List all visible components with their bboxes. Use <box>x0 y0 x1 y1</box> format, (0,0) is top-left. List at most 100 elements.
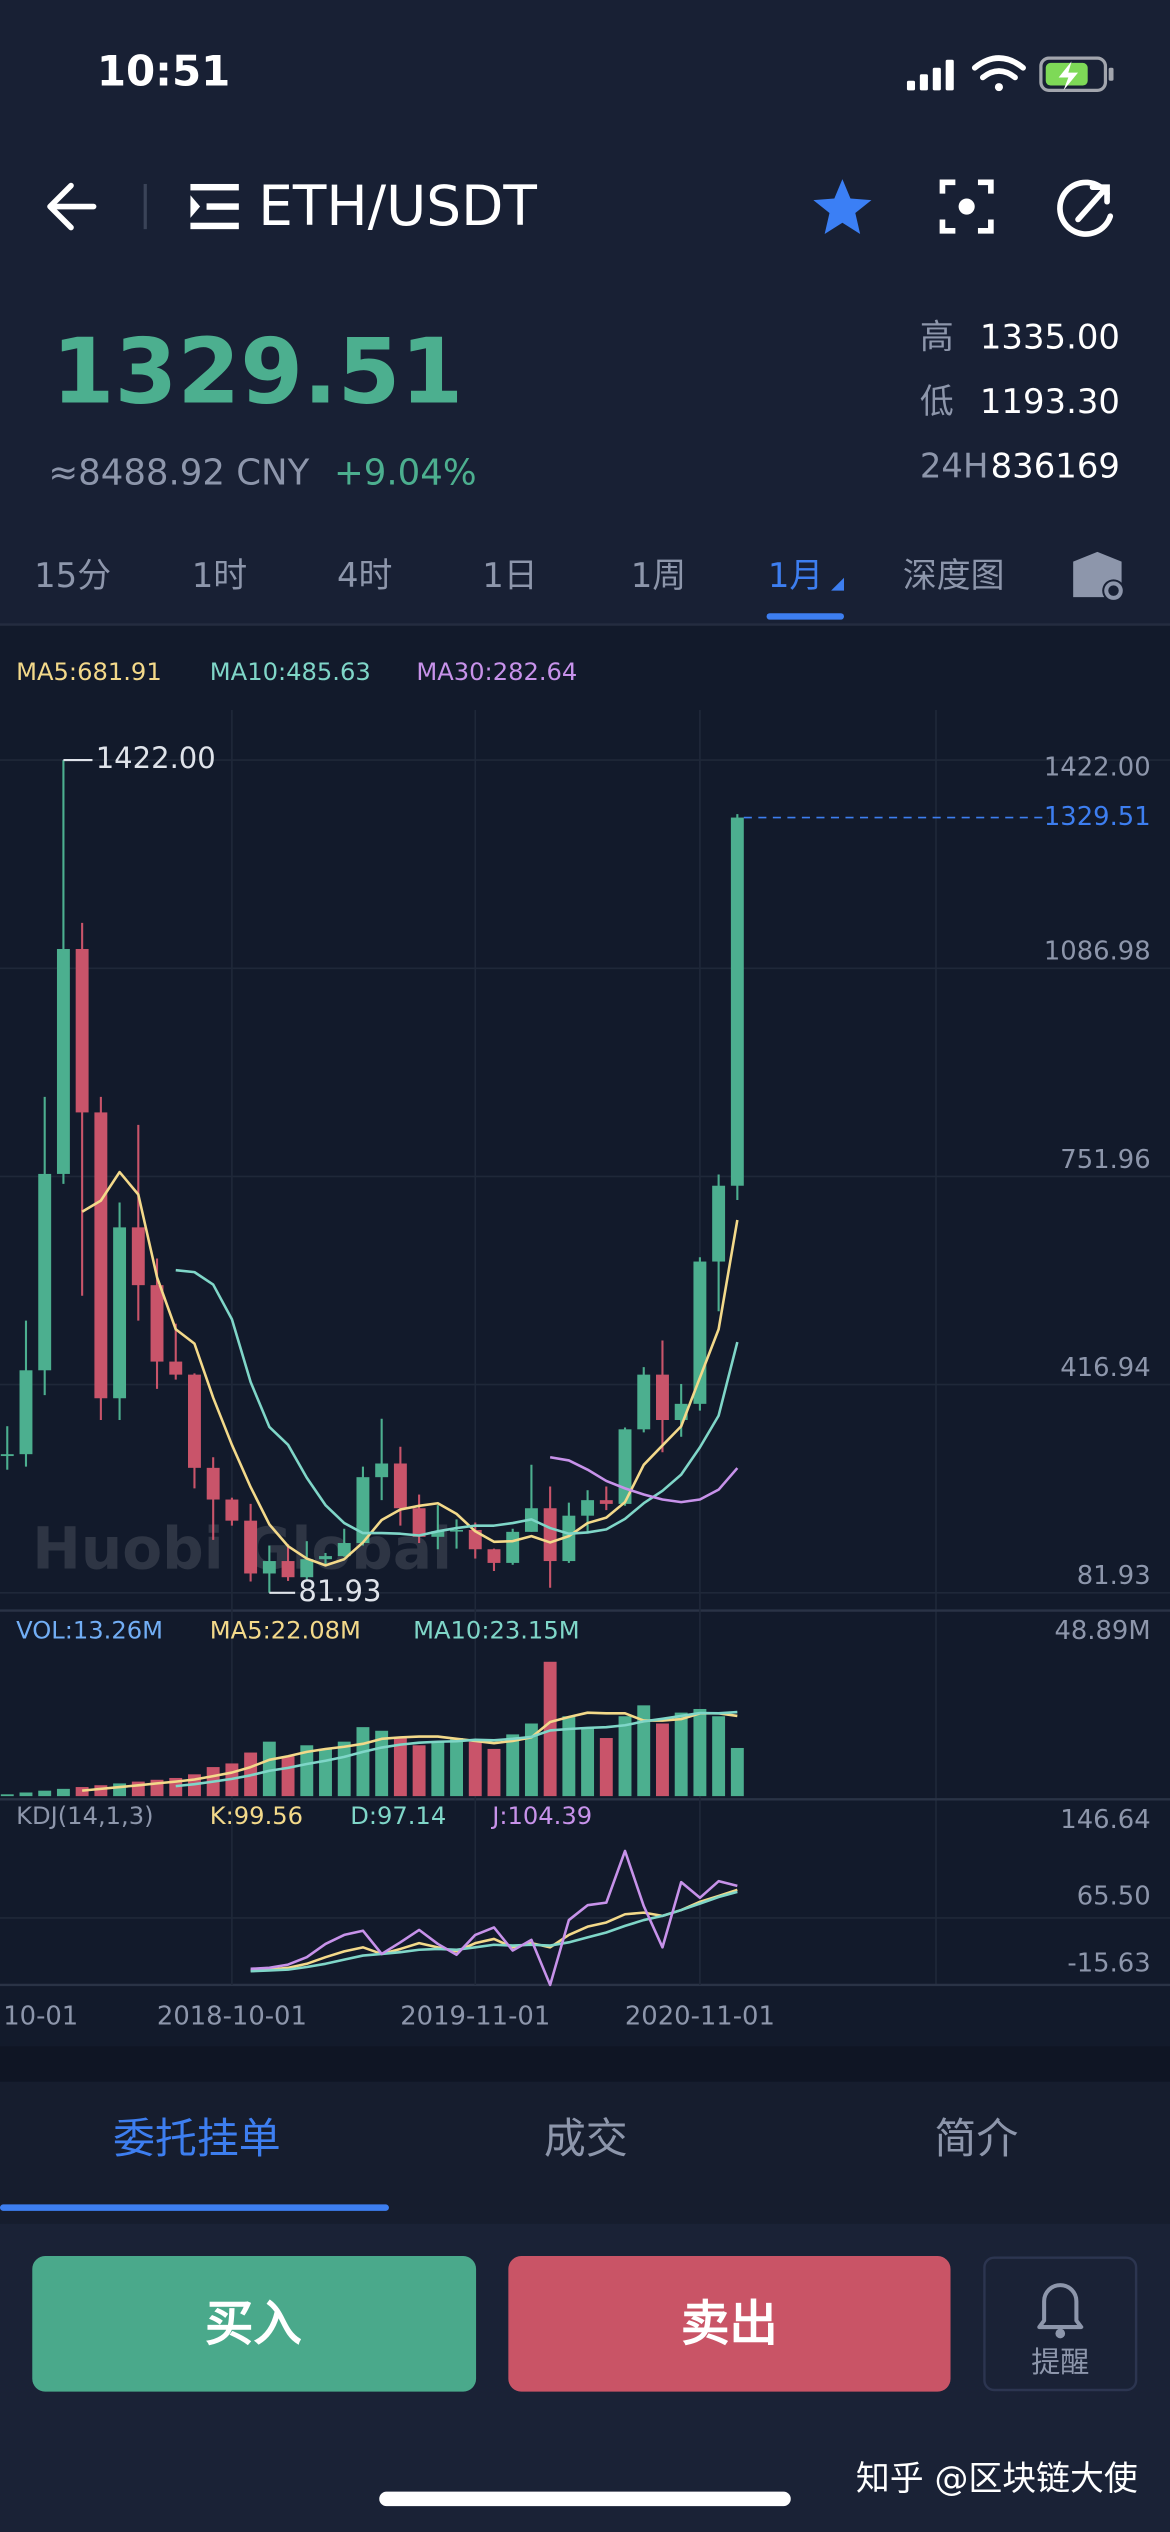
bottom-tab[interactable]: 简介 <box>934 2114 1018 2163</box>
stat-value: 1193.30 <box>980 382 1120 421</box>
candle-body <box>56 948 70 1174</box>
bottom-tabs-background <box>0 2081 1170 2224</box>
candle-body <box>244 1520 258 1574</box>
period-tab[interactable]: 1日 <box>482 556 537 595</box>
volume-bar <box>281 1756 295 1797</box>
price-axis-label: 751.96 <box>1060 1145 1150 1175</box>
candle-body <box>188 1374 201 1468</box>
bottom-tab[interactable]: 委托挂单 <box>113 2114 281 2163</box>
kdj-line <box>250 1890 738 1973</box>
volume-bar <box>468 1741 482 1797</box>
bottom-tab-indicator <box>0 2204 389 2211</box>
kdj-series-legend: J:104.39 <box>490 1802 592 1830</box>
period-tab[interactable]: 深度图 <box>903 556 1005 595</box>
candle-body <box>637 1374 651 1430</box>
volume-bar <box>431 1741 445 1797</box>
volume-bar <box>356 1727 370 1797</box>
candle-body <box>581 1500 595 1516</box>
volume-bar <box>599 1738 613 1797</box>
stat-value: 1335.00 <box>980 317 1120 356</box>
refresh-button[interactable] <box>1057 179 1114 237</box>
candle-body <box>38 1173 52 1371</box>
alert-label: 提醒 <box>1031 2345 1089 2379</box>
volume-bar <box>450 1738 463 1797</box>
header-background <box>0 0 1170 625</box>
market-menu-icon[interactable] <box>190 183 239 230</box>
candle-body <box>131 1227 145 1286</box>
sell-label: 卖出 <box>681 2296 778 2352</box>
alert-button-border <box>983 2256 1138 2392</box>
volume-bar <box>506 1734 520 1797</box>
bell-icon <box>1037 2283 1084 2330</box>
candle-body <box>712 1185 726 1262</box>
exchange-watermark: Huobi Global <box>32 1515 452 1583</box>
last-price-tag <box>1048 799 1156 836</box>
volume-legend: VOL:13.26M <box>16 1617 163 1645</box>
volume-bar <box>113 1783 127 1797</box>
volume-bar <box>581 1727 595 1797</box>
ma-legend: MA10:485.63 <box>210 658 371 686</box>
candle-body <box>375 1463 389 1478</box>
buy-label: 买入 <box>205 2296 302 2352</box>
candle-body <box>225 1499 239 1521</box>
candle-body <box>319 1556 332 1560</box>
last-price: 1329.51 <box>52 320 464 425</box>
bottom-tab[interactable]: 成交 <box>544 2114 628 2163</box>
ma-line <box>549 1455 739 1504</box>
back-button[interactable] <box>47 182 97 231</box>
kdj-axis-label: 65.50 <box>1077 1881 1151 1911</box>
volume-ma-legend: MA10:23.15M <box>413 1617 579 1645</box>
high-marker-label: 1422.00 <box>96 741 216 775</box>
favorite-button[interactable] <box>813 179 872 234</box>
kdj-line <box>250 1888 738 1972</box>
stat-label: 高 <box>920 317 954 356</box>
candle-body <box>113 1227 127 1399</box>
volume-bar <box>562 1716 576 1797</box>
volume-bar <box>674 1712 688 1797</box>
alert-button[interactable]: 提醒 <box>983 2256 1138 2392</box>
kdj-axis-label: -15.63 <box>1067 1948 1150 1978</box>
candle-body <box>487 1549 501 1563</box>
volume-bar <box>19 1792 33 1797</box>
sell-button[interactable]: 卖出 <box>508 2256 951 2392</box>
candle-body <box>150 1285 164 1362</box>
volume-bar <box>487 1748 501 1797</box>
volume-ma-line <box>175 1710 738 1788</box>
period-tab[interactable]: 15分 <box>34 556 111 595</box>
period-tab[interactable]: 1月 <box>768 556 823 595</box>
candle-body <box>356 1477 370 1544</box>
buy-button-bg <box>32 2256 477 2392</box>
screenshot-button[interactable] <box>939 179 994 234</box>
date-label: 2018-10-01 <box>157 2002 307 2032</box>
period-tab[interactable]: 1周 <box>631 556 686 595</box>
candle-body <box>431 1531 445 1537</box>
volume-bar <box>393 1738 407 1797</box>
kdj-legend: KDJ(14,1,3) <box>16 1802 153 1830</box>
period-tab[interactable]: 4时 <box>337 556 392 595</box>
change-percent: +9.04% <box>334 452 477 493</box>
chart-background <box>0 624 1170 2047</box>
candle-body <box>562 1515 576 1562</box>
candle-body <box>281 1561 295 1578</box>
volume-ma-legend: MA5:22.08M <box>210 1617 361 1645</box>
candle-body <box>656 1374 669 1420</box>
candle-body <box>693 1261 707 1404</box>
kdj-series-legend: D:97.14 <box>350 1802 446 1830</box>
active-tab-underline <box>766 613 845 620</box>
price-axis-label: 416.94 <box>1060 1353 1150 1383</box>
volume-bar <box>38 1790 52 1797</box>
candle-body <box>450 1529 463 1532</box>
volume-bar <box>75 1787 89 1797</box>
source-watermark: 知乎 @区块链大使 <box>856 2459 1138 2498</box>
candle-body <box>730 817 744 1186</box>
volume-bar <box>637 1705 651 1797</box>
chart-settings-button[interactable] <box>1073 551 1125 602</box>
period-tab[interactable]: 1时 <box>192 556 247 595</box>
candle-body <box>169 1361 183 1375</box>
volume-bar <box>543 1661 557 1797</box>
buy-button[interactable]: 买入 <box>32 2256 477 2392</box>
pair-title: ETH/USDT <box>258 174 537 238</box>
wifi-icon <box>971 55 1026 92</box>
volume-bar <box>56 1788 70 1797</box>
